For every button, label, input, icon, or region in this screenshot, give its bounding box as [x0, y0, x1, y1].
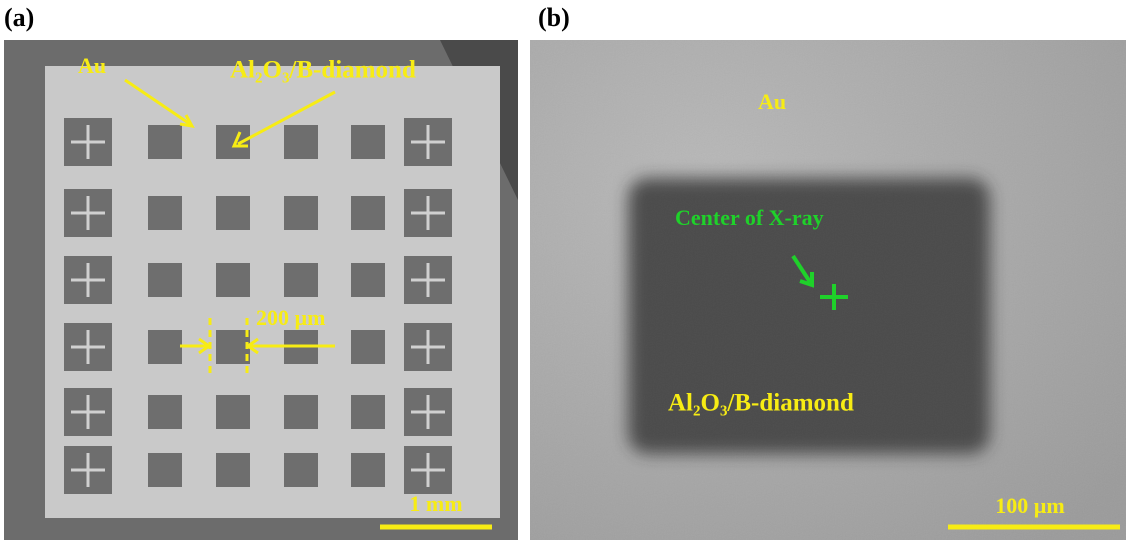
- annotation: Al₂O₃/B-diamond: [668, 390, 854, 417]
- pattern: [216, 196, 250, 230]
- pattern: [216, 330, 250, 364]
- annotation: Center of X-ray: [675, 205, 824, 230]
- pattern: [351, 125, 385, 159]
- annotation: Al₂O₃/B-diamond: [230, 57, 416, 84]
- pattern: [284, 125, 318, 159]
- sem-image: [4, 40, 518, 540]
- pattern: [148, 395, 182, 429]
- pattern: [148, 330, 182, 364]
- pattern: [284, 263, 318, 297]
- pattern: [284, 453, 318, 487]
- panel-label: (a): [4, 3, 34, 32]
- pattern: [148, 453, 182, 487]
- pattern: [148, 196, 182, 230]
- pattern: [216, 395, 250, 429]
- pattern: [351, 395, 385, 429]
- pattern: [351, 196, 385, 230]
- pattern: [284, 395, 318, 429]
- pattern: [351, 330, 385, 364]
- pattern: [216, 263, 250, 297]
- pattern: [351, 453, 385, 487]
- xray-image: [530, 40, 1126, 540]
- panel-label: (b): [538, 3, 570, 32]
- scale-bar-label: 100 µm: [995, 493, 1065, 518]
- pattern: [148, 263, 182, 297]
- pattern: [216, 453, 250, 487]
- scale-bar-label: 1 mm: [409, 491, 462, 516]
- pattern: [284, 196, 318, 230]
- annotation: 200 µm: [256, 305, 326, 330]
- annotation: Au: [78, 53, 106, 78]
- pattern: [351, 263, 385, 297]
- figure: (a) Au Al₂O₃/B-diamond 200 µm 1 mm (b) A…: [0, 0, 1126, 540]
- pattern: [148, 125, 182, 159]
- annotation: Au: [758, 89, 786, 114]
